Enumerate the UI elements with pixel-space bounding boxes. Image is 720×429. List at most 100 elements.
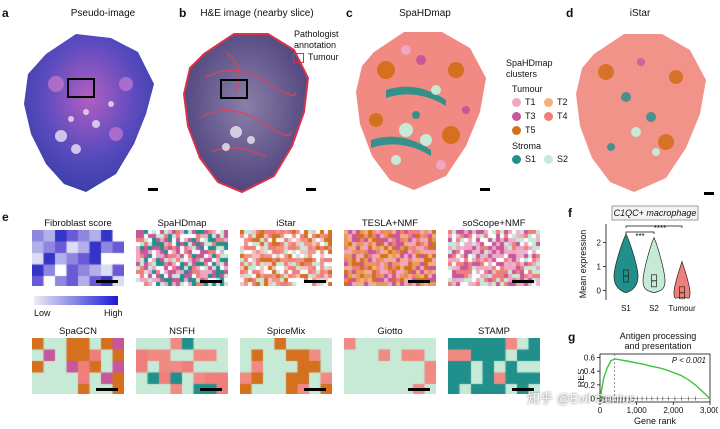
violin-xlabel-s1: S1 <box>621 304 631 313</box>
thumb-title-1: SpaHDmap <box>157 218 207 229</box>
thumb-image-3 <box>344 230 436 286</box>
violin-ytick-label-2: 2 <box>597 238 602 247</box>
thumb-scalebar-3 <box>408 280 430 283</box>
violin-xlabel-s2: S2 <box>649 304 659 313</box>
thumb-image-4 <box>448 230 540 286</box>
gsea-ytick-label-1: 0.2 <box>584 381 596 390</box>
gsea-ylabel: RES <box>578 369 586 388</box>
legend-label-t4: T4 <box>557 111 568 121</box>
thumb-scalebar-9 <box>512 388 534 391</box>
thumb-image-6 <box>136 338 228 394</box>
sig-label-1: *** <box>635 232 644 241</box>
thumb-image-1 <box>136 230 228 286</box>
thumb-title-4: soScope+NMF <box>462 218 526 229</box>
thumb-image-2 <box>240 230 332 286</box>
fibroblast-colorbar <box>34 296 118 305</box>
sig-label-2: **** <box>654 224 666 233</box>
thumb-title-3: TESLA+NMF <box>361 218 419 229</box>
gsea-title-line2: and presentation <box>624 341 691 351</box>
gsea-ytick-label-0: 0 <box>591 395 596 404</box>
sig-bracket-2 <box>625 225 683 228</box>
violin-title-box <box>611 205 699 221</box>
legend-label-t3: T3 <box>525 111 536 121</box>
panel-d-letter: d <box>566 6 574 20</box>
panel-a-title: Pseudo-image <box>70 8 136 19</box>
thumb-title-2: iStar <box>276 218 296 229</box>
roi-box-b <box>220 79 248 99</box>
scalebar-a <box>148 188 158 191</box>
gsea-title-line1: Antigen processing <box>620 331 697 341</box>
legend-tumour-header: Tumour <box>512 84 543 94</box>
panel-b-title: H&E image (nearby slice) <box>200 8 314 19</box>
thumb-scalebar-0 <box>96 280 118 283</box>
thumb-title-5: SpaGCN <box>58 326 97 337</box>
legend-swatch-t2 <box>544 98 553 107</box>
pathologist-annotation-title: Pathologist annotation <box>294 29 339 50</box>
panel-c-title: SpaHDmap <box>399 8 451 19</box>
gsea-pvalue: P < 0.001 <box>672 356 706 365</box>
scalebar-d <box>704 192 714 195</box>
gsea-xtick-label-3: 3,000 <box>700 406 718 415</box>
gsea-es-curve <box>599 358 711 400</box>
gsea-xlabel: Gene rank <box>634 416 677 426</box>
violin-ylabel: Mean expression <box>578 230 588 299</box>
legend-swatch-t4 <box>544 112 553 121</box>
legend-swatch-t1 <box>512 98 521 107</box>
gsea-ytick-label-3: 0.6 <box>584 353 596 362</box>
gsea-frame <box>599 353 711 403</box>
violin-ytick-label-1: 1 <box>597 262 602 271</box>
legend-label-t5: T5 <box>525 125 536 135</box>
legend-swatch-t5 <box>512 126 521 135</box>
gsea-ytick-label-2: 0.4 <box>584 367 596 376</box>
violin-chart: C1QC+ macrophage 0 1 2 Mean expression S1 S2 T… <box>578 205 699 313</box>
thumb-image-9 <box>448 338 540 394</box>
watermark: 知乎 @Evil Genius <box>527 391 636 406</box>
thumb-image-7 <box>240 338 332 394</box>
panel-g-letter: g <box>568 330 576 344</box>
panel-f-letter: f <box>568 206 572 220</box>
thumb-scalebar-8 <box>408 388 430 391</box>
thumb-scalebar-1 <box>200 280 222 283</box>
legend-swatch-s2 <box>544 155 553 164</box>
colorbar-low-label: Low <box>34 308 51 318</box>
panel-c-letter: c <box>346 6 353 20</box>
gsea-xtick-label-1: 1,000 <box>627 406 648 415</box>
tumour-legend-label: Tumour <box>308 52 339 62</box>
pseudo-image-tissue <box>24 34 154 192</box>
panel-d-title: iStar <box>629 8 651 19</box>
thumb-scalebar-5 <box>96 388 118 391</box>
thumb-image-5 <box>32 338 124 394</box>
gsea-xtick-label-0: 0 <box>598 406 603 415</box>
legend-label-t1: T1 <box>525 97 536 107</box>
legend-label-s2: S2 <box>557 154 569 164</box>
legend-swatch-t3 <box>512 112 521 121</box>
legend-label-s1: S1 <box>525 154 537 164</box>
spahdmap-tissue <box>356 32 486 190</box>
he-image-tissue <box>182 33 310 194</box>
legend-title: SpaHDmap clusters <box>506 58 553 79</box>
thumb-image-8 <box>344 338 436 394</box>
thumb-title-8: Giotto <box>377 326 403 337</box>
colorbar-high-label: High <box>104 308 123 318</box>
thumb-title-9: STAMP <box>477 326 511 337</box>
gsea-xtick-label-2: 2,000 <box>663 406 684 415</box>
sig-bracket-1 <box>625 231 655 234</box>
violin-title: C1QC+ macrophage <box>614 208 697 218</box>
violin-s1 <box>613 233 639 294</box>
thumb-scalebar-6 <box>200 388 222 391</box>
thumb-title-0: Fibroblast score <box>44 218 112 229</box>
violin-ytick-label-0: 0 <box>597 286 602 295</box>
roi-box-a <box>67 78 95 98</box>
legend-swatch-s1 <box>512 155 521 164</box>
thumb-title-6: NSFH <box>169 326 195 337</box>
legend-stroma-header: Stroma <box>512 141 542 151</box>
scalebar-c <box>480 188 490 191</box>
violin-xlabel-tumour: Tumour <box>668 304 696 313</box>
thumb-title-7: SpiceMix <box>266 326 306 337</box>
scalebar-b <box>306 188 316 191</box>
istar-tissue <box>576 34 706 192</box>
violin-tumour <box>673 260 691 299</box>
tumour-legend-swatch <box>293 53 304 63</box>
legend-label-t2: T2 <box>557 97 568 107</box>
thumb-image-0 <box>32 230 124 286</box>
